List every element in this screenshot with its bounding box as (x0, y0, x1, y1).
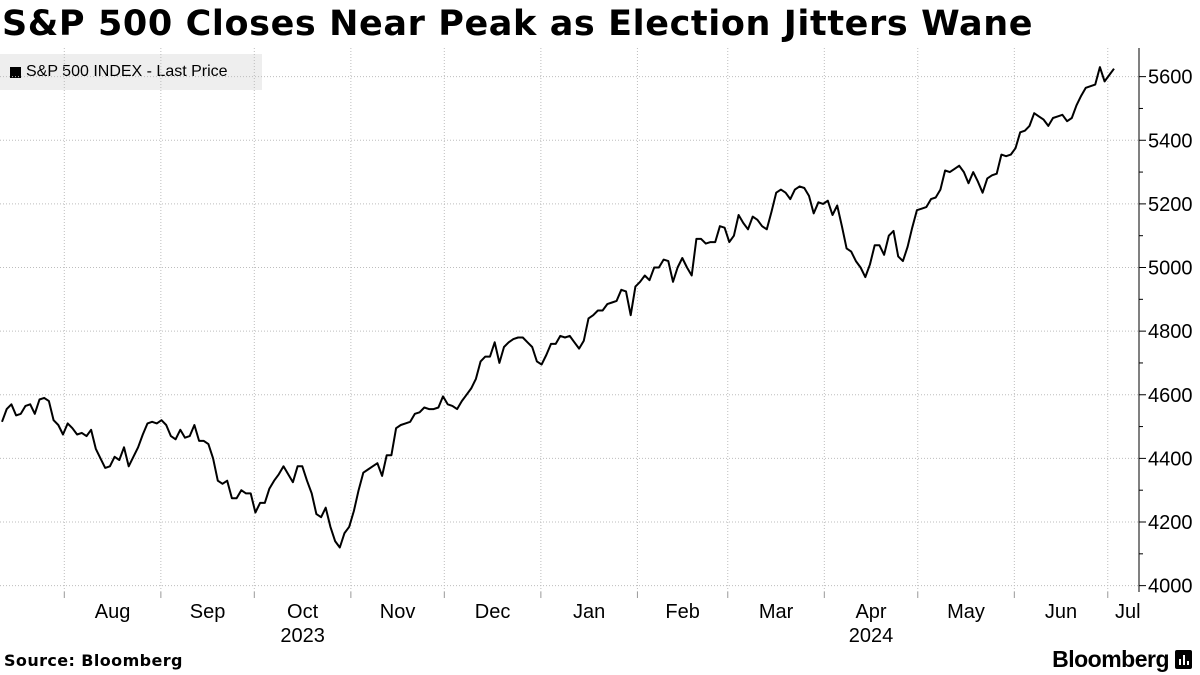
y-tick-label-4000: 4000 (1148, 576, 1193, 598)
x-tick-label-feb: Feb (665, 601, 699, 623)
y-axis: 4000 4200 4400 4600 4800 5000 5200 5400 5600 (1138, 48, 1193, 598)
vertical-gridlines (63, 48, 1109, 592)
x-tick-label-nov: Nov (380, 601, 416, 623)
x-tick-label-may: May (947, 601, 985, 623)
y-tick-label-4600: 4600 (1148, 385, 1193, 407)
x-axis: Aug Sep Oct Nov Dec Jan Feb Mar Apr May Jun Jul 2023… (63, 592, 1141, 647)
y-tick-label-5600: 5600 (1148, 67, 1193, 89)
x-tick-label-oct: Oct (287, 601, 319, 623)
legend-label: S&P 500 INDEX - Last Price (26, 63, 228, 80)
source-note: Source: Bloomberg (4, 651, 183, 670)
series-line-sp500 (1, 66, 1115, 549)
x-year-label-2024: 2024 (849, 625, 894, 647)
brand-wordmark: Bloomberg (1052, 646, 1169, 672)
bloomberg-logo: Bloomberg (1052, 646, 1192, 673)
chart-title: S&P 500 Closes Near Peak as Election Jit… (2, 4, 1034, 44)
x-tick-label-sep: Sep (190, 601, 226, 623)
y-tick-label-5000: 5000 (1148, 258, 1193, 280)
legend-swatch-icon (10, 66, 21, 78)
x-tick-label-jul: Jul (1115, 601, 1141, 623)
x-tick-label-dec: Dec (475, 601, 511, 623)
x-tick-label-aug: Aug (95, 601, 131, 623)
x-tick-label-apr: Apr (855, 601, 886, 623)
x-tick-label-jun: Jun (1045, 601, 1077, 623)
x-tick-label-jan: Jan (573, 601, 605, 623)
y-tick-label-4400: 4400 (1148, 448, 1193, 470)
chart-legend: S&P 500 INDEX - Last Price (0, 54, 262, 90)
bloomberg-bars-icon (1175, 650, 1192, 669)
y-tick-label-5200: 5200 (1148, 194, 1193, 216)
y-tick-label-4200: 4200 (1148, 512, 1193, 534)
horizontal-gridlines (0, 76, 1139, 587)
x-year-label-2023: 2023 (280, 625, 325, 647)
x-tick-label-mar: Mar (759, 601, 794, 623)
y-tick-label-4800: 4800 (1148, 321, 1193, 343)
y-tick-label-5400: 5400 (1148, 130, 1193, 152)
